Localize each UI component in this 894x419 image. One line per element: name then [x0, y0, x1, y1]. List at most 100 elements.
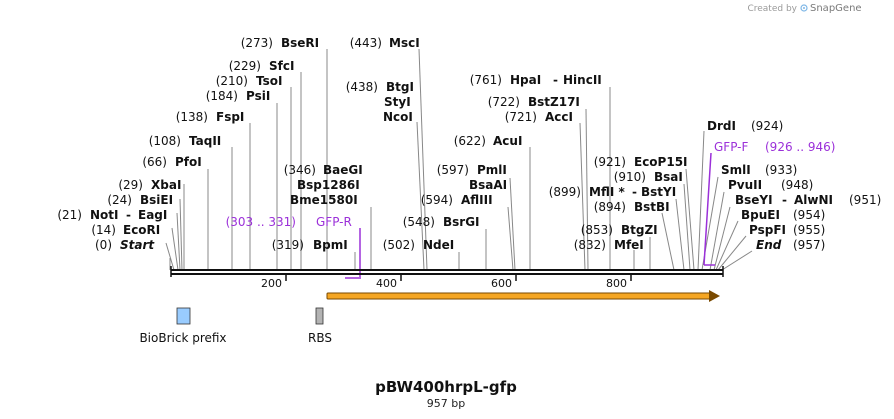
site-position: (0) — [95, 238, 112, 252]
site-name: XbaI — [151, 178, 181, 192]
site-name: BsaAI — [469, 178, 507, 192]
site-name: FspI — [216, 110, 244, 124]
site-position: (933) — [765, 163, 797, 177]
ruler-tick-label: 200 — [261, 277, 282, 290]
site-name: BtgI — [386, 80, 414, 94]
site-name: StyI — [384, 95, 411, 109]
site-position: (108) — [149, 134, 181, 148]
site-position: (21) — [57, 208, 82, 222]
site-name: SfcI — [269, 59, 294, 73]
site-name: BsiEI — [140, 193, 173, 207]
site-name: TsoI — [256, 74, 282, 88]
site-name: BstYI — [641, 185, 676, 199]
dna-backbone — [170, 266, 724, 277]
site-position: (29) — [118, 178, 143, 192]
site-separator: - — [126, 208, 131, 222]
site-name: PspFI — [749, 223, 786, 237]
biobrick-prefix-feature — [176, 307, 191, 325]
orf-arrow — [326, 290, 720, 302]
site-position: (761) — [470, 73, 502, 87]
site-name: BpmI — [313, 238, 348, 252]
site-position: (594) — [421, 193, 453, 207]
site-position: (921) — [594, 155, 626, 169]
site-name: AcuI — [493, 134, 522, 148]
site-name: BstZ17I — [528, 95, 580, 109]
site-name: EcoP15I — [634, 155, 688, 169]
site-position: (957) — [793, 238, 825, 252]
site-position: (443) — [350, 36, 382, 50]
site-position: (319) — [272, 238, 304, 252]
primer-gfp-f-marker — [703, 152, 715, 266]
site-name: BpuEI — [741, 208, 780, 222]
map-length: 957 bp — [427, 397, 465, 410]
primer-name: GFP-R — [316, 215, 352, 229]
site-separator: - — [553, 73, 558, 87]
site-name: BsaI — [654, 170, 683, 184]
site-name: PmlI — [477, 163, 507, 177]
primer-name: GFP-F — [714, 140, 749, 154]
site-name: BsrGI — [443, 215, 480, 229]
site-position: (597) — [437, 163, 469, 177]
site-name: TaqII — [189, 134, 221, 148]
site-position: (184) — [206, 89, 238, 103]
site-position: (138) — [176, 110, 208, 124]
site-position: (24) — [107, 193, 132, 207]
site-name: BstBI — [634, 200, 670, 214]
site-name: Start — [120, 238, 155, 252]
site-position: (14) — [91, 223, 116, 237]
site-name: BseYI — [735, 193, 773, 207]
site-name: NcoI — [383, 110, 413, 124]
site-name: BtgZI — [621, 223, 658, 237]
site-position: (722) — [488, 95, 520, 109]
site-position: (346) — [284, 163, 316, 177]
credit-text: Created by — [747, 4, 797, 14]
site-position: (894) — [594, 200, 626, 214]
rbs-feature — [315, 307, 324, 325]
site-name: MfeI — [614, 238, 644, 252]
site-position: (502) — [383, 238, 415, 252]
site-position: (955) — [793, 223, 825, 237]
ruler-tick-label: 600 — [491, 277, 512, 290]
site-name: EcoRI — [123, 223, 160, 237]
site-position: (210) — [216, 74, 248, 88]
site-position: (924) — [751, 119, 783, 133]
site-name: PvuII — [728, 178, 762, 192]
ruler-tick-label: 800 — [606, 277, 627, 290]
site-position: (229) — [229, 59, 261, 73]
snapgene-logo-icon — [800, 4, 808, 12]
site-position: (273) — [241, 36, 273, 50]
site-name: Bme1580I — [290, 193, 358, 207]
site-position: (951) — [849, 193, 881, 207]
credit-brand: SnapGene — [810, 3, 862, 14]
site-name: EagI — [138, 208, 167, 222]
site-position: (66) — [142, 155, 167, 169]
primer-gfp-r-marker — [345, 228, 361, 279]
site-name: DrdI — [707, 119, 736, 133]
ruler-tick-label: 400 — [376, 277, 397, 290]
site-position: (548) — [403, 215, 435, 229]
site-name: AlwNI — [794, 193, 833, 207]
site-separator: - — [782, 193, 787, 207]
site-name: SmlI — [721, 163, 751, 177]
site-separator: - — [632, 185, 637, 199]
map-title: pBW400hrpL-gfp — [375, 378, 517, 396]
site-name: NdeI — [423, 238, 454, 252]
site-name: Bsp1286I — [297, 178, 360, 192]
site-position: (438) — [346, 80, 378, 94]
site-position: (954) — [793, 208, 825, 222]
site-position: (899) — [549, 185, 581, 199]
site-position: (948) — [781, 178, 813, 192]
primer-range: (926 .. 946) — [765, 140, 835, 154]
ruler — [285, 275, 632, 281]
site-position: (622) — [454, 134, 486, 148]
site-name: PsiI — [246, 89, 270, 103]
site-name: AflIII — [461, 193, 493, 207]
site-leader-lines — [165, 48, 753, 271]
feature-label-biobrick-prefix: BioBrick prefix — [139, 331, 226, 345]
site-name: End — [756, 238, 782, 252]
site-name: PfoI — [175, 155, 202, 169]
site-name: HincII — [563, 73, 602, 87]
primer-range: (303 .. 331) — [226, 215, 296, 229]
feature-label-rbs: RBS — [308, 331, 332, 345]
